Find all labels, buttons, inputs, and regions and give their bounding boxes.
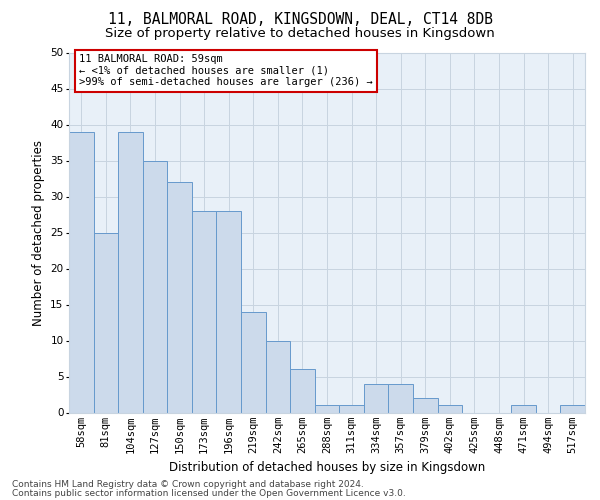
X-axis label: Distribution of detached houses by size in Kingsdown: Distribution of detached houses by size … bbox=[169, 461, 485, 474]
Bar bbox=[192, 211, 217, 412]
Text: 11, BALMORAL ROAD, KINGSDOWN, DEAL, CT14 8DB: 11, BALMORAL ROAD, KINGSDOWN, DEAL, CT14… bbox=[107, 12, 493, 28]
Bar bbox=[560, 406, 585, 412]
Bar bbox=[167, 182, 192, 412]
Bar bbox=[217, 211, 241, 412]
Bar bbox=[511, 406, 536, 412]
Bar bbox=[364, 384, 388, 412]
Bar bbox=[266, 340, 290, 412]
Text: Contains HM Land Registry data © Crown copyright and database right 2024.: Contains HM Land Registry data © Crown c… bbox=[12, 480, 364, 489]
Bar bbox=[388, 384, 413, 412]
Bar bbox=[94, 232, 118, 412]
Y-axis label: Number of detached properties: Number of detached properties bbox=[32, 140, 44, 326]
Text: 11 BALMORAL ROAD: 59sqm
← <1% of detached houses are smaller (1)
>99% of semi-de: 11 BALMORAL ROAD: 59sqm ← <1% of detache… bbox=[79, 54, 373, 88]
Bar bbox=[437, 406, 462, 412]
Bar bbox=[241, 312, 266, 412]
Text: Contains public sector information licensed under the Open Government Licence v3: Contains public sector information licen… bbox=[12, 488, 406, 498]
Text: Size of property relative to detached houses in Kingsdown: Size of property relative to detached ho… bbox=[105, 28, 495, 40]
Bar bbox=[315, 406, 339, 412]
Bar bbox=[143, 160, 167, 412]
Bar bbox=[69, 132, 94, 412]
Bar bbox=[290, 370, 315, 412]
Bar bbox=[339, 406, 364, 412]
Bar bbox=[413, 398, 437, 412]
Bar bbox=[118, 132, 143, 412]
